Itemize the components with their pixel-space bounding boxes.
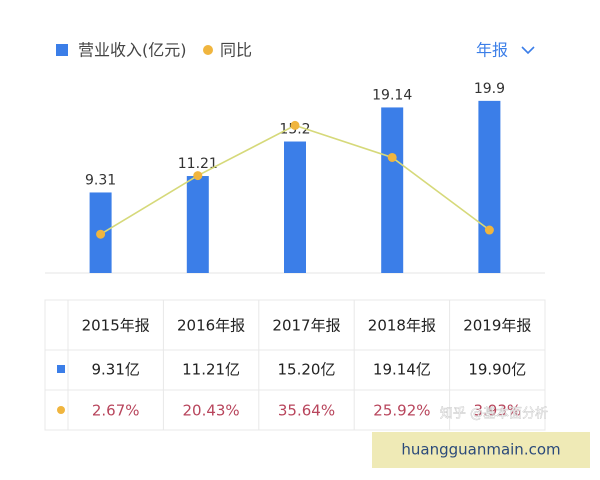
table-cell: 19.90亿 xyxy=(468,361,526,379)
period-selector[interactable]: 年报 xyxy=(476,41,535,60)
bar xyxy=(284,141,306,273)
row-marker xyxy=(57,406,65,414)
table-cell: 35.64% xyxy=(278,402,335,420)
table-cell: 11.21亿 xyxy=(182,361,240,379)
bar xyxy=(186,176,209,273)
table-cell: 19.14亿 xyxy=(373,361,431,379)
overlay-text: huangguanmain.com xyxy=(401,441,560,459)
header-cell: 2016年报 xyxy=(177,317,245,335)
overlay-box xyxy=(372,432,590,468)
chevron[interactable] xyxy=(521,46,535,55)
table-cell: 25.92% xyxy=(373,402,430,420)
table: 2015年报 9.31亿 2.67% 2016年报 11.21亿 20.43% 2017年报… xyxy=(44,299,546,431)
bar-label: 9.31 xyxy=(85,172,116,188)
table-cell: 2.67% xyxy=(92,402,140,420)
point xyxy=(484,225,494,235)
point xyxy=(96,229,106,239)
bar-label: 19.14 xyxy=(372,87,412,103)
table-cell: 3.93% xyxy=(473,402,521,420)
point xyxy=(290,120,300,130)
table-cell: 15.20亿 xyxy=(278,361,336,379)
legend-label: 营业收入(亿元) xyxy=(78,41,187,60)
bar-label: 11.21 xyxy=(178,156,218,172)
table-cell: 20.43% xyxy=(182,402,239,420)
bar-label: 19.9 xyxy=(474,81,505,97)
header-cell: 2019年报 xyxy=(463,317,531,335)
selector-label[interactable]: 年报 xyxy=(476,41,508,60)
bar xyxy=(381,107,404,274)
watermark: 知乎 @基本面分析 xyxy=(440,406,548,422)
table-cell: 9.31亿 xyxy=(91,361,139,379)
legend-swatch xyxy=(56,44,68,56)
header-cell: 2017年报 xyxy=(272,317,340,335)
legend-label: 同比 xyxy=(220,41,252,60)
header-cell: 2018年报 xyxy=(368,317,436,335)
legend-swatch xyxy=(203,45,213,55)
header-cell: 2015年报 xyxy=(82,317,150,335)
table-border xyxy=(44,299,546,431)
row-marker xyxy=(57,365,65,373)
point xyxy=(387,152,397,162)
point xyxy=(193,171,203,181)
bar xyxy=(478,100,501,274)
